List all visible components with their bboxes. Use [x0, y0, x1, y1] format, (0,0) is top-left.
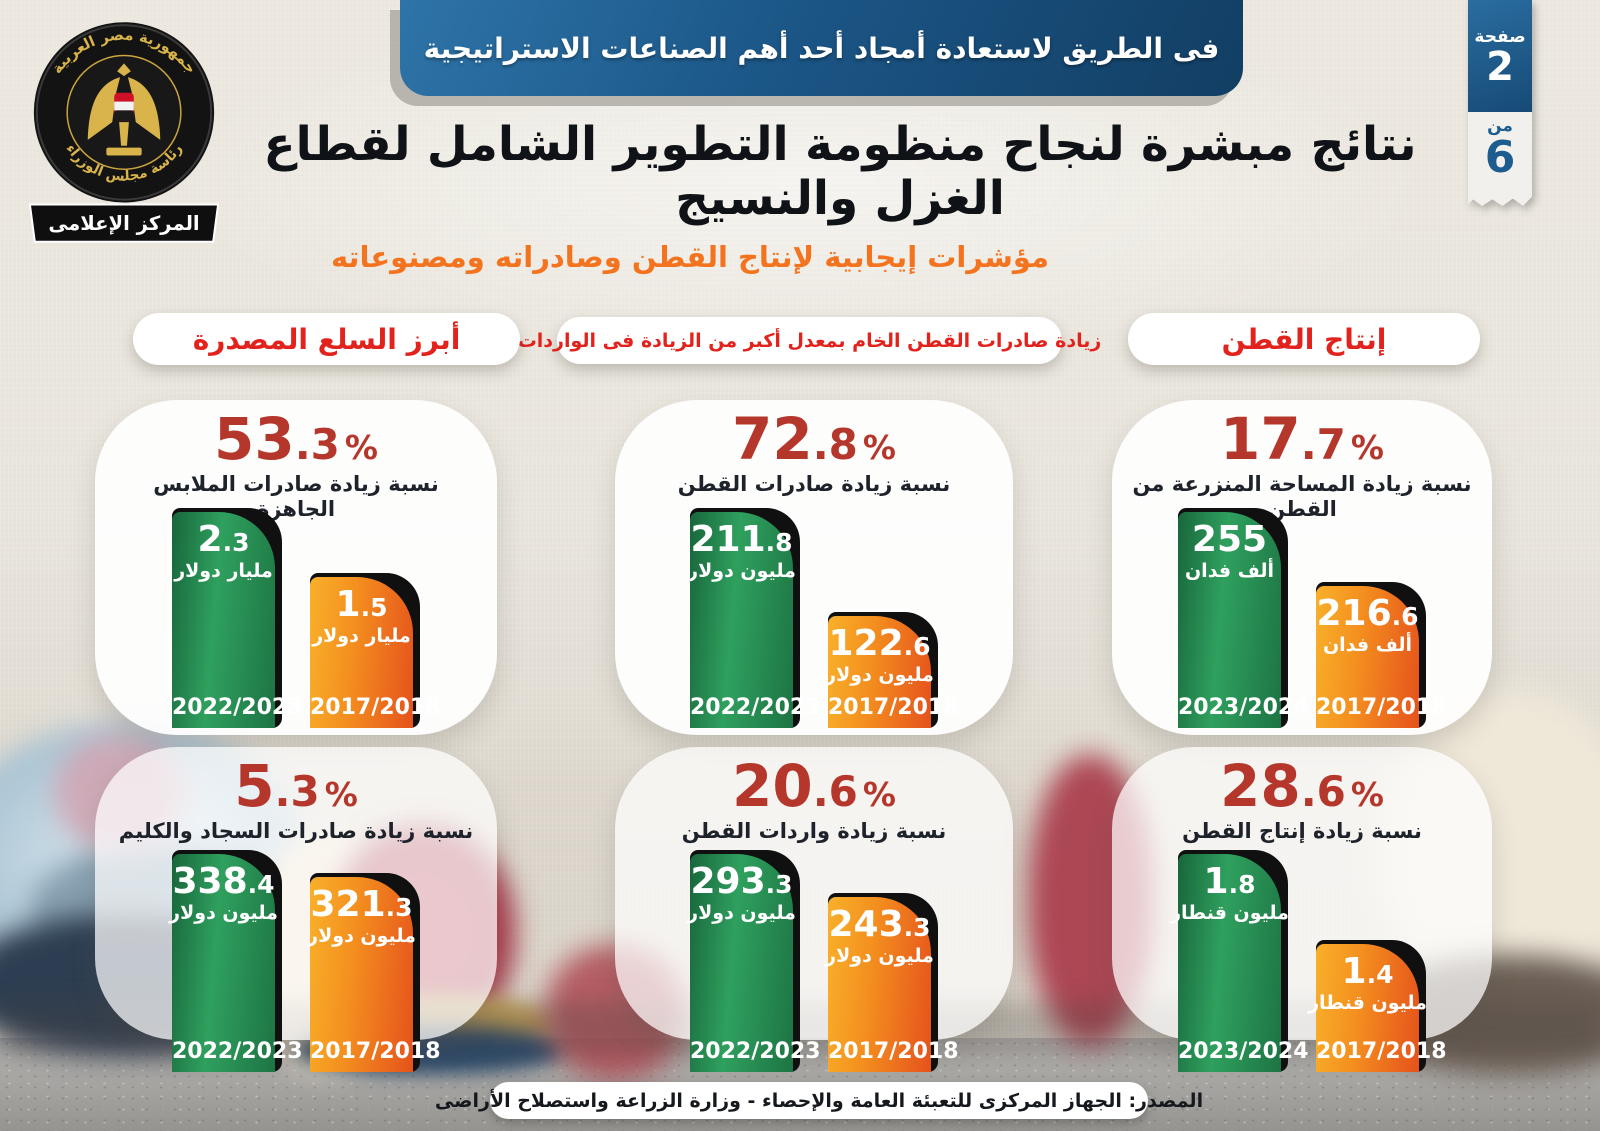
bar-value: 293.3 — [690, 861, 793, 902]
bar-group: 2.3 مليار دولار 2022/2023 1.5 مليار دولا… — [95, 508, 497, 728]
bar-year: 2022/2023 — [172, 695, 303, 720]
bar-value: 1.5 — [335, 584, 388, 625]
bar-green: 211.8 مليون دولار 2022/2023 — [687, 508, 821, 728]
panel-cultivated-area: 17.7% نسبة زيادة المساحة المنزرعة من الق… — [1112, 400, 1492, 735]
page-ribbon-top: صفحة 2 — [1468, 0, 1532, 112]
bar-value: 2.3 — [197, 519, 250, 560]
bar-year: 2023/2024 — [1178, 1039, 1309, 1064]
bar-year: 2017/2018 — [1316, 695, 1447, 720]
bar-value: 1.8 — [1203, 861, 1256, 902]
page-total: 6 — [1484, 132, 1516, 183]
panel-carpets-exports: 5.3% نسبة زيادة صادرات السجاد والكليم 33… — [95, 747, 497, 1072]
percent-label: نسبة زيادة إنتاج القطن — [1182, 819, 1422, 843]
bar-group: 1.8 مليون قنطار 2023/2024 1.4 مليون قنطا… — [1112, 850, 1492, 1072]
bar-unit: مليون دولار — [169, 902, 278, 924]
bar-year: 2022/2023 — [690, 695, 821, 720]
bar-year: 2022/2023 — [690, 1039, 821, 1064]
bar-green: 338.4 مليون دولار 2022/2023 — [169, 850, 303, 1072]
percent-value: 72.8% — [732, 405, 896, 473]
top-banner: فى الطريق لاستعادة أمجاد أحد أهم الصناعا… — [400, 0, 1243, 96]
page-ribbon: صفحة 2 من 6 — [1468, 0, 1532, 206]
bar-unit: مليار دولار — [174, 560, 273, 582]
source-pill: المصدر: الجهاز المركزى للتعبئة العامة وا… — [435, 1082, 1203, 1119]
percent-value: 17.7% — [1220, 405, 1384, 473]
eagle-icon — [87, 63, 161, 156]
bar-orange: 122.6 مليون دولار 2017/2018 — [825, 612, 959, 728]
bar-value: 211.8 — [690, 519, 793, 560]
page-subtitle: مؤشرات إيجابية لإنتاج القطن وصادراته ومص… — [330, 240, 1050, 274]
bar-group: 255 ألف فدان 2023/2024 216.6 ألف فدان 20… — [1112, 508, 1492, 728]
percent-value: 20.6% — [732, 752, 896, 820]
bar-orange: 1.5 مليار دولار 2017/2018 — [310, 573, 441, 728]
bar-unit: ألف فدان — [1322, 634, 1413, 656]
percent-value: 5.3% — [234, 752, 358, 820]
logo-ribbon — [28, 203, 220, 243]
bar-green: 2.3 مليار دولار 2022/2023 — [172, 508, 303, 728]
bar-year: 2017/2018 — [310, 1039, 441, 1064]
percent-sign: % — [324, 775, 358, 814]
bar-unit: مليون قنطار — [1170, 902, 1289, 924]
panel-readymade-garments: 53.3% نسبة زيادة صادرات الملابس الجاهزة … — [95, 400, 497, 735]
bar-group: 338.4 مليون دولار 2022/2023 321.3 مليون … — [95, 850, 497, 1072]
badge-raw-cotton-exports: زيادة صادرات القطن الخام بمعدل أكبر من ا… — [518, 317, 1101, 364]
bar-group: 211.8 مليون دولار 2022/2023 122.6 مليون … — [615, 508, 1013, 728]
bar-value: 122.6 — [828, 623, 931, 664]
bar-year: 2023/2024 — [1178, 695, 1309, 720]
bar-green: 255 ألف فدان 2023/2024 — [1178, 508, 1309, 728]
bar-unit: مليون دولار — [307, 925, 416, 947]
bar-orange: 216.6 ألف فدان 2017/2018 — [1316, 582, 1447, 728]
bar-year: 2017/2018 — [828, 1039, 959, 1064]
top-banner-text: فى الطريق لاستعادة أمجاد أحد أهم الصناعا… — [423, 31, 1220, 65]
bar-unit: مليون دولار — [825, 945, 934, 967]
bar-year: 2017/2018 — [828, 695, 959, 720]
percent-label: نسبة زيادة صادرات السجاد والكليم — [118, 819, 474, 843]
bar-orange: 321.3 مليون دولار 2017/2018 — [307, 873, 441, 1072]
panel-cotton-exports: 72.8% نسبة زيادة صادرات القطن 211.8 مليو… — [615, 400, 1013, 735]
bar-value: 338.4 — [172, 861, 275, 902]
bar-year: 2017/2018 — [1316, 1039, 1447, 1064]
percent-sign: % — [1350, 428, 1384, 467]
bar-green: 1.8 مليون قنطار 2023/2024 — [1170, 850, 1309, 1072]
bar-year: 2017/2018 — [310, 695, 441, 720]
bar-group: 293.3 مليون دولار 2022/2023 243.3 مليون … — [615, 850, 1013, 1072]
badge-cotton-production: إنتاج القطن — [1128, 313, 1480, 365]
bar-orange: 243.3 مليون دولار 2017/2018 — [825, 893, 959, 1072]
percent-label: نسبة زيادة واردات القطن — [681, 819, 947, 843]
percent-value: 28.6% — [1220, 752, 1384, 820]
bar-unit: مليون قنطار — [1308, 992, 1427, 1014]
bar-year: 2022/2023 — [172, 1039, 303, 1064]
percent-sign: % — [862, 775, 896, 814]
bar-green: 293.3 مليون دولار 2022/2023 — [687, 850, 821, 1072]
percent-label: نسبة زيادة صادرات القطن — [677, 472, 951, 496]
logo-ribbon-text: المركز الإعلامى — [48, 212, 199, 235]
panel-cotton-output: 28.6% نسبة زيادة إنتاج القطن 1.8 مليون ق… — [1112, 747, 1492, 1072]
percent-sign: % — [1350, 775, 1384, 814]
bar-value: 216.6 — [1316, 593, 1419, 634]
bar-unit: مليار دولار — [312, 625, 411, 647]
bar-unit: مليون دولار — [825, 664, 934, 686]
page-ribbon-bottom: من 6 — [1468, 112, 1532, 206]
bar-unit: مليون دولار — [687, 560, 796, 582]
bar-orange: 1.4 مليون قنطار 2017/2018 — [1308, 940, 1447, 1072]
bar-value: 321.3 — [310, 884, 413, 925]
gov-logo: جمهورية مصر العربية رئاسة مجلس الوزراء ا… — [28, 22, 220, 243]
page-word: صفحة — [1474, 27, 1526, 47]
percent-value: 53.3% — [214, 405, 378, 473]
page-of-word: من — [1487, 116, 1513, 136]
percent-sign: % — [862, 428, 896, 467]
page-number: 2 — [1486, 44, 1514, 90]
percent-label: نسبة زيادة المساحة المنزرعة من القطن — [1132, 472, 1472, 522]
bar-unit: ألف فدان — [1184, 560, 1275, 582]
bar-unit: مليون دولار — [687, 902, 796, 924]
bar-value: 243.3 — [828, 904, 931, 945]
bar-value: 1.4 — [1341, 951, 1394, 992]
percent-sign: % — [344, 428, 378, 467]
panel-cotton-imports: 20.6% نسبة زيادة واردات القطن 293.3 مليو… — [615, 747, 1013, 1072]
badge-top-exported-goods: أبرز السلع المصدرة — [133, 313, 520, 365]
bar-value: 255 — [1191, 519, 1268, 560]
page-title: نتائج مبشرة لنجاح منظومة التطوير الشامل … — [263, 117, 1417, 227]
